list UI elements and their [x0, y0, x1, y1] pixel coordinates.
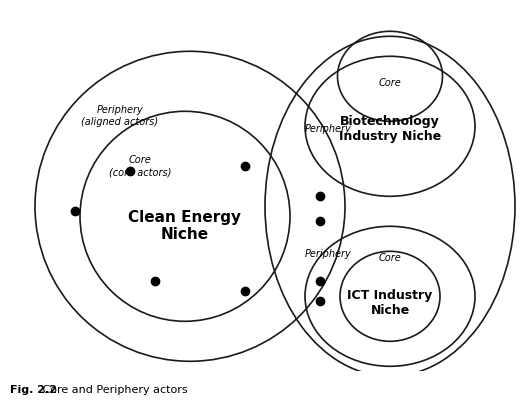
- Text: Biotechnology
Industry Niche: Biotechnology Industry Niche: [339, 115, 441, 143]
- Text: Core: Core: [379, 78, 401, 88]
- Text: Fig. 2.2: Fig. 2.2: [10, 385, 57, 395]
- Text: Core and Periphery actors: Core and Periphery actors: [39, 385, 188, 395]
- Text: Periphery
(aligned actors): Periphery (aligned actors): [82, 105, 159, 127]
- Text: Clean Energy
Niche: Clean Energy Niche: [128, 210, 241, 243]
- Text: Core: Core: [379, 253, 401, 263]
- Text: Core
(core actors): Core (core actors): [109, 155, 171, 177]
- Text: ICT Industry
Niche: ICT Industry Niche: [347, 289, 433, 317]
- Text: Periphery: Periphery: [305, 249, 352, 259]
- Text: Periphery: Periphery: [305, 124, 352, 134]
